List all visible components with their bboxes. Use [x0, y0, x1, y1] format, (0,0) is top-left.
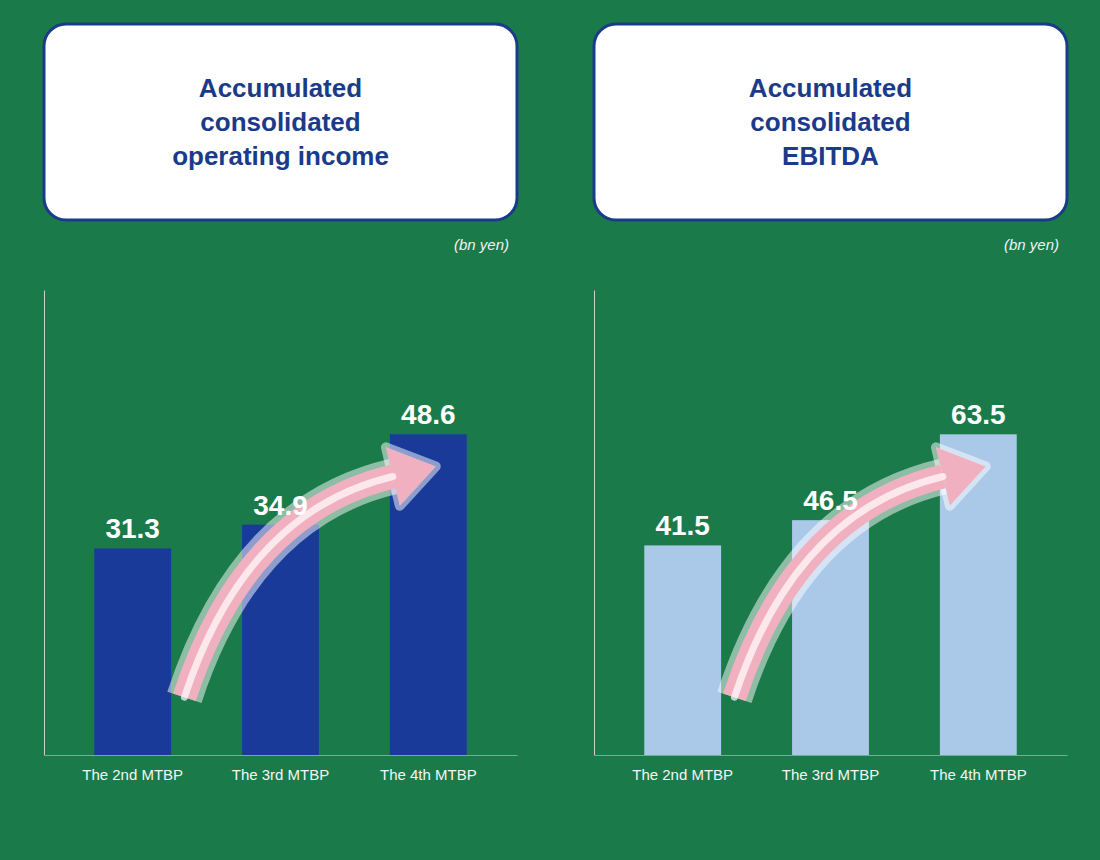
x-axis: The 2nd MTBP The 3rd MTBP The 4th MTBP	[595, 755, 1068, 783]
x-tick: The 3rd MTBP	[232, 755, 330, 783]
title-background	[594, 24, 1067, 220]
panel: Accumulatedconsolidatedoperating income (…	[44, 24, 518, 783]
chart-canvas: Accumulatedconsolidatedoperating income (…	[0, 0, 1100, 860]
data-label: 41.5	[655, 510, 710, 541]
data-label: 31.3	[105, 513, 160, 544]
arrow-highlight	[734, 477, 942, 698]
data-labels: 41.5 46.5 63.5	[655, 399, 1005, 541]
arrow-body	[184, 477, 392, 698]
x-tick-label: The 3rd MTBP	[782, 766, 880, 783]
chart-title: AccumulatedconsolidatedEBITDA	[749, 73, 912, 171]
x-tick-label: The 4th MTBP	[930, 766, 1027, 783]
arrow-head	[936, 447, 986, 505]
x-tick: The 2nd MTBP	[632, 755, 733, 783]
x-axis: The 2nd MTBP The 3rd MTBP The 4th MTBP	[45, 755, 518, 783]
x-tick-label: The 3rd MTBP	[232, 766, 330, 783]
arrow-head	[386, 447, 436, 505]
arrow-glow	[734, 477, 942, 698]
unit-label: (bn yen)	[1004, 236, 1059, 253]
arrow-glow-head	[386, 447, 436, 505]
x-tick: The 3rd MTBP	[782, 755, 880, 783]
data-label: 63.5	[951, 399, 1006, 430]
x-tick: The 4th MTBP	[930, 755, 1027, 783]
bar	[940, 434, 1017, 755]
data-labels: 31.3 34.9 48.6	[105, 399, 455, 544]
x-tick-label: The 2nd MTBP	[632, 766, 733, 783]
unit-label: (bn yen)	[454, 236, 509, 253]
x-tick: The 4th MTBP	[380, 755, 477, 783]
arrow-glow	[184, 477, 392, 698]
title-box: Accumulatedconsolidatedoperating income	[44, 24, 517, 220]
arrow-body	[734, 477, 942, 698]
bar	[242, 525, 319, 755]
x-tick-label: The 2nd MTBP	[82, 766, 183, 783]
plot-area: The 2nd MTBP The 3rd MTBP The 4th MTBP 31.3…	[45, 291, 518, 783]
trend-arrow	[734, 447, 985, 697]
y-axis	[44, 291, 45, 756]
y-axis	[594, 291, 595, 756]
bar	[792, 520, 869, 755]
bar	[94, 548, 171, 755]
plot-area: The 2nd MTBP The 3rd MTBP The 4th MTBP 41.5…	[595, 291, 1068, 783]
title-box: AccumulatedconsolidatedEBITDA	[594, 24, 1067, 220]
panel: AccumulatedconsolidatedEBITDA (bn yen) The…	[594, 24, 1068, 783]
data-label: 34.9	[253, 490, 308, 521]
x-tick: The 2nd MTBP	[82, 755, 183, 783]
x-axis-line	[595, 755, 1068, 756]
data-label: 48.6	[401, 399, 456, 430]
x-axis-line	[45, 755, 518, 756]
title-background	[44, 24, 517, 220]
bars	[94, 434, 466, 755]
y-axis-line	[594, 291, 595, 756]
arrow-glow-head	[936, 447, 986, 505]
chart-title: Accumulatedconsolidatedoperating income	[172, 73, 389, 171]
bar	[644, 545, 721, 755]
data-label: 46.5	[803, 485, 858, 516]
bar	[390, 434, 467, 755]
background	[0, 0, 1100, 860]
y-axis-line	[44, 291, 45, 756]
bars	[644, 434, 1016, 755]
x-tick-label: The 4th MTBP	[380, 766, 477, 783]
arrow-highlight	[184, 477, 392, 698]
trend-arrow	[184, 447, 435, 697]
